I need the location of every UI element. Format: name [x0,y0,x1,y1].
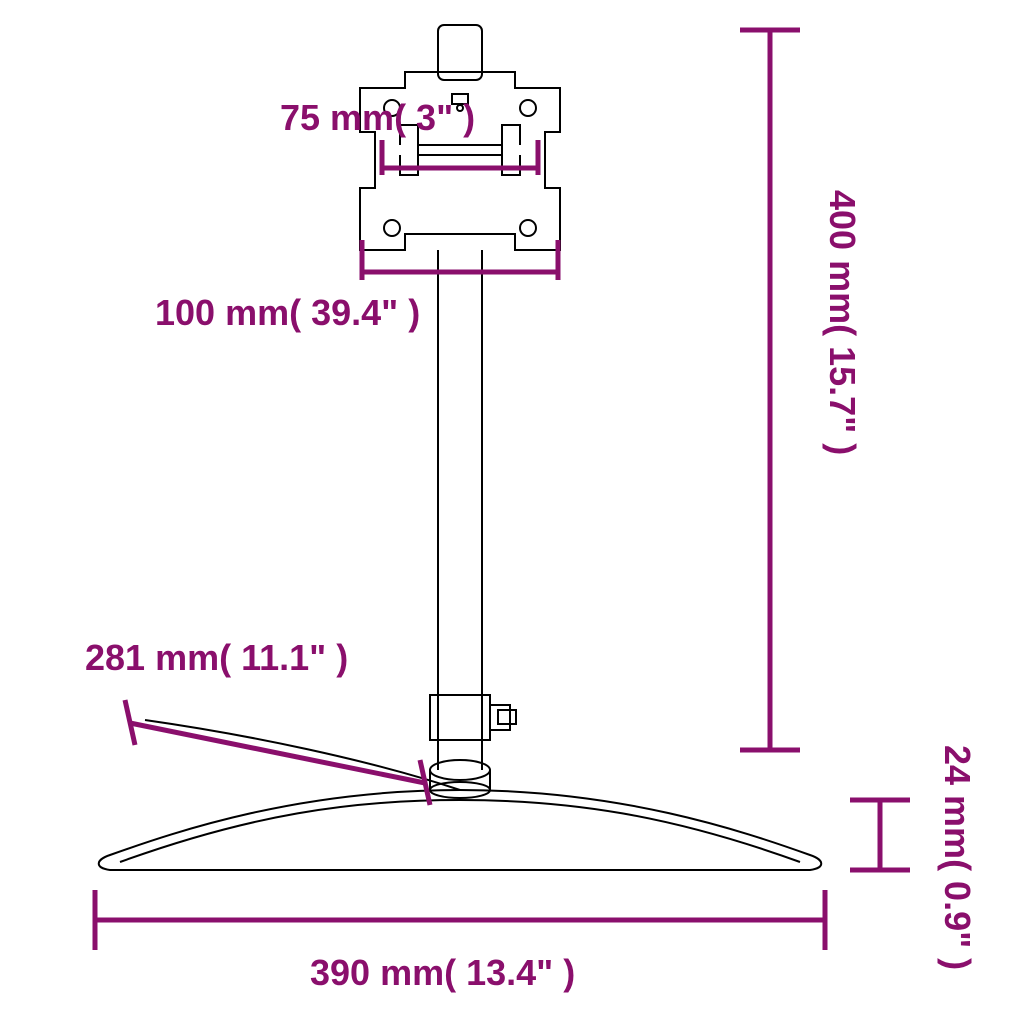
label-width: 390 mm( 13.4" ) [310,952,575,993]
dimension-diagram: 75 mm( 3" ) 100 mm( 39.4" ) 400 mm( 15.7… [0,0,1024,1024]
dim-vesa-outer: 100 mm( 39.4" ) [155,240,558,333]
product-outline [99,25,822,870]
label-vesa-outer: 100 mm( 39.4" ) [155,292,420,333]
label-vesa-inner: 75 mm( 3" ) [280,97,475,138]
label-height: 400 mm( 15.7" ) [822,190,863,455]
dim-depth: 281 mm( 11.1" ) [85,637,430,805]
dim-vesa-inner: 75 mm( 3" ) [280,97,538,175]
dim-width: 390 mm( 13.4" ) [95,890,825,993]
dim-height: 400 mm( 15.7" ) [740,30,863,750]
label-depth: 281 mm( 11.1" ) [85,637,348,678]
label-base-height: 24 mm( 0.9" ) [937,745,978,970]
dim-base-height: 24 mm( 0.9" ) [850,745,978,970]
